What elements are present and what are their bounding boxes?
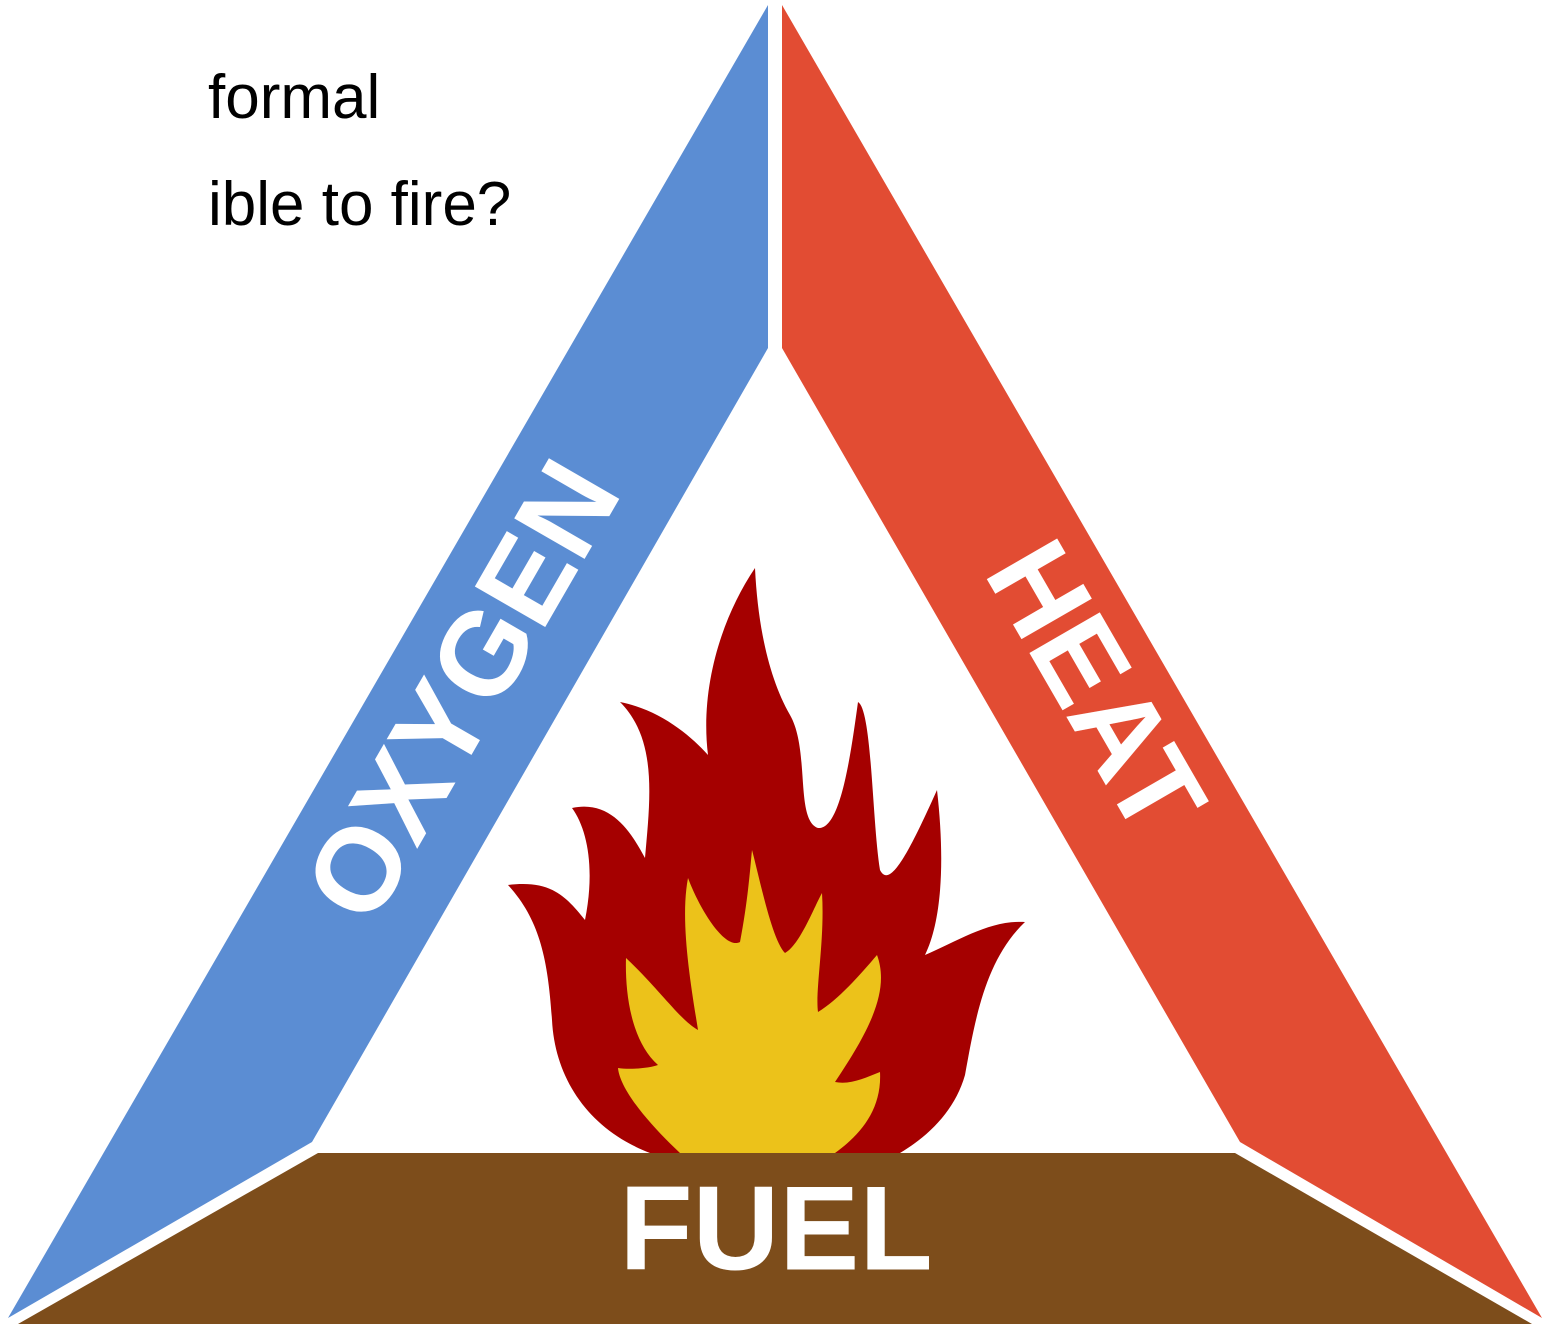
fire-triangle-slide: formal ible to fire? OXYGEN HEAT FUEL — [0, 0, 1550, 1324]
page: formal ible to fire? OXYGEN HEAT FUEL ((… — [0, 0, 1550, 1324]
question-line: formal — [208, 63, 380, 132]
question-line: ible to fire? — [208, 170, 511, 239]
fuel-label: FUEL — [619, 1162, 932, 1296]
